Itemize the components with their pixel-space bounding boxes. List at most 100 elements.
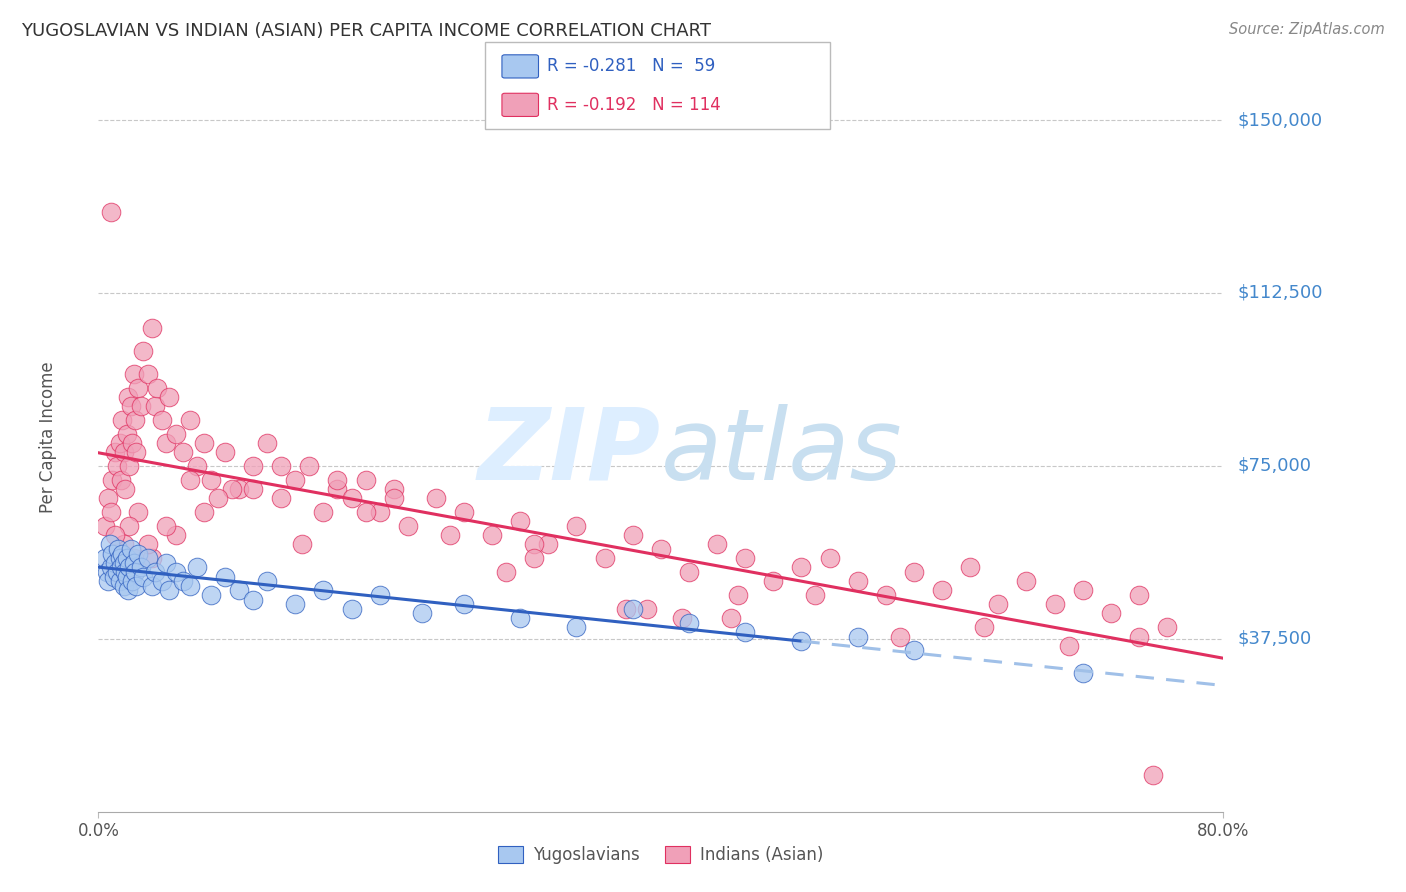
Point bbox=[111, 413, 134, 427]
Point bbox=[117, 583, 139, 598]
Point bbox=[1057, 639, 1080, 653]
Point bbox=[565, 620, 588, 634]
Point bbox=[593, 551, 616, 566]
Point bbox=[242, 482, 264, 496]
Point bbox=[354, 505, 377, 519]
Point bbox=[94, 519, 117, 533]
Point bbox=[112, 445, 135, 459]
Point bbox=[115, 551, 138, 566]
Point bbox=[242, 592, 264, 607]
Point bbox=[165, 426, 187, 441]
Point bbox=[111, 547, 134, 561]
Point bbox=[354, 473, 377, 487]
Point bbox=[200, 588, 222, 602]
Point bbox=[959, 560, 981, 574]
Point bbox=[129, 399, 152, 413]
Point bbox=[150, 574, 173, 589]
Point bbox=[193, 505, 215, 519]
Point bbox=[987, 597, 1010, 611]
Point bbox=[284, 473, 307, 487]
Point bbox=[242, 458, 264, 473]
Point bbox=[1015, 574, 1038, 589]
Point bbox=[127, 380, 149, 394]
Point bbox=[157, 390, 180, 404]
Point bbox=[650, 541, 672, 556]
Point bbox=[1099, 607, 1122, 621]
Point bbox=[104, 528, 127, 542]
Point bbox=[727, 588, 749, 602]
Point bbox=[136, 537, 159, 551]
Point bbox=[671, 611, 693, 625]
Point bbox=[105, 458, 128, 473]
Point bbox=[115, 426, 138, 441]
Point bbox=[108, 551, 131, 566]
Point bbox=[155, 556, 177, 570]
Point bbox=[97, 491, 120, 505]
Point bbox=[565, 519, 588, 533]
Point bbox=[425, 491, 447, 505]
Point bbox=[636, 602, 658, 616]
Point bbox=[1128, 630, 1150, 644]
Point bbox=[141, 579, 163, 593]
Point bbox=[112, 565, 135, 579]
Point bbox=[129, 560, 152, 574]
Point bbox=[104, 445, 127, 459]
Legend: Yugoslavians, Indians (Asian): Yugoslavians, Indians (Asian) bbox=[492, 839, 830, 871]
Text: R = -0.281   N =  59: R = -0.281 N = 59 bbox=[547, 57, 716, 76]
Point bbox=[179, 413, 201, 427]
Point bbox=[97, 574, 120, 589]
Point bbox=[875, 588, 897, 602]
Point bbox=[298, 458, 321, 473]
Point bbox=[112, 556, 135, 570]
Point bbox=[124, 413, 146, 427]
Point bbox=[720, 611, 742, 625]
Point bbox=[312, 505, 335, 519]
Point bbox=[228, 583, 250, 598]
Point bbox=[903, 565, 925, 579]
Text: $75,000: $75,000 bbox=[1237, 457, 1312, 475]
Point bbox=[931, 583, 953, 598]
Point bbox=[214, 569, 236, 583]
Point bbox=[143, 399, 166, 413]
Point bbox=[382, 491, 405, 505]
Point bbox=[186, 560, 208, 574]
Point bbox=[509, 514, 531, 528]
Point bbox=[100, 560, 122, 574]
Point bbox=[108, 435, 131, 450]
Point bbox=[155, 519, 177, 533]
Point bbox=[228, 482, 250, 496]
Point bbox=[621, 528, 644, 542]
Point bbox=[523, 537, 546, 551]
Point bbox=[96, 565, 118, 579]
Point bbox=[112, 579, 135, 593]
Point bbox=[396, 519, 419, 533]
Point bbox=[165, 528, 187, 542]
Point bbox=[127, 505, 149, 519]
Point bbox=[270, 458, 292, 473]
Point bbox=[143, 565, 166, 579]
Point bbox=[122, 556, 145, 570]
Point bbox=[141, 551, 163, 566]
Point bbox=[481, 528, 503, 542]
Point bbox=[132, 343, 155, 358]
Point bbox=[127, 547, 149, 561]
Point bbox=[214, 445, 236, 459]
Point bbox=[734, 551, 756, 566]
Point bbox=[762, 574, 785, 589]
Point bbox=[523, 551, 546, 566]
Point bbox=[104, 565, 127, 579]
Point bbox=[1142, 768, 1164, 782]
Text: R = -0.192   N = 114: R = -0.192 N = 114 bbox=[547, 95, 721, 114]
Text: atlas: atlas bbox=[661, 403, 903, 500]
Point bbox=[115, 569, 138, 583]
Text: $37,500: $37,500 bbox=[1237, 630, 1312, 648]
Point bbox=[734, 624, 756, 639]
Point bbox=[368, 588, 391, 602]
Point bbox=[165, 565, 187, 579]
Point bbox=[453, 597, 475, 611]
Text: $150,000: $150,000 bbox=[1237, 112, 1322, 129]
Point bbox=[614, 602, 637, 616]
Point bbox=[141, 320, 163, 334]
Point bbox=[98, 537, 121, 551]
Point bbox=[120, 541, 142, 556]
